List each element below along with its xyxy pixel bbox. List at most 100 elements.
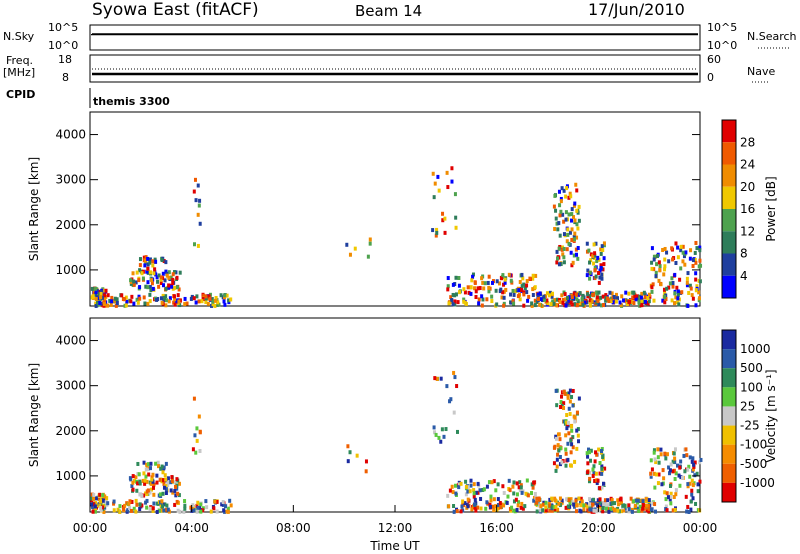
scatter-cell [199, 502, 203, 507]
scatter-cell [445, 384, 449, 389]
scatter-cell [502, 295, 506, 300]
scatter-cell [654, 270, 658, 275]
scatter-cell [556, 452, 560, 457]
scatter-cell [204, 300, 208, 305]
ytick-label: 3000 [55, 379, 86, 393]
scatter-cell [151, 506, 155, 511]
scatter-cell [687, 464, 691, 469]
scatter-cell [564, 210, 568, 215]
scatter-cell [502, 303, 506, 308]
scatter-cell [451, 292, 455, 297]
scatter-cell [90, 286, 94, 291]
scatter-cell [573, 218, 577, 223]
scatter-cell [566, 420, 570, 425]
scatter-cell [588, 300, 592, 305]
scatter-cell [636, 506, 640, 511]
scatter-cell [575, 303, 579, 308]
scatter-cell [555, 457, 559, 462]
scatter-cell [129, 508, 133, 513]
scatter-cell [162, 465, 166, 470]
scatter-cell [602, 481, 606, 486]
scatter-cell [676, 463, 680, 468]
scatter-cell [591, 467, 595, 472]
scatter-cell [548, 503, 552, 508]
scatter-cell [201, 297, 205, 302]
scatter-cell [522, 290, 526, 295]
scatter-cell [599, 247, 603, 252]
scatter-cell [609, 299, 613, 304]
scatter-cell [687, 290, 691, 295]
scatter-cell [531, 292, 535, 297]
scatter-cell [134, 280, 138, 285]
scatter-cell [575, 222, 579, 227]
scatter-cell [223, 295, 227, 300]
scatter-cell [641, 299, 645, 304]
scatter-cell [175, 477, 179, 482]
scatter-cell [454, 491, 458, 496]
scatter-cell [550, 294, 554, 299]
scatter-cell [130, 499, 134, 504]
scatter-cell [489, 494, 493, 499]
scatter-cell [135, 270, 139, 275]
scatter-cell [592, 242, 596, 247]
scatter-cell [453, 302, 457, 307]
scatter-cell [470, 507, 474, 512]
scatter-cell [693, 257, 697, 262]
scatter-cell [453, 375, 457, 380]
scatter-cell [161, 470, 165, 475]
scatter-cell [672, 468, 676, 473]
scatter-cell [533, 298, 537, 303]
colorbar-tick: 8 [740, 247, 748, 261]
scatter-cell [112, 499, 116, 504]
scatter-cell [557, 448, 561, 453]
scatter-cell [673, 272, 677, 277]
scatter-cell [175, 285, 179, 290]
scatter-cell [515, 492, 519, 497]
colorbar-frame [721, 329, 737, 503]
scatter-cell [162, 485, 166, 490]
scatter-cell [559, 262, 563, 267]
scatter-cell [518, 488, 522, 493]
scatter-cell [552, 461, 556, 466]
scatter-cell [101, 493, 105, 498]
scatter-cell [555, 464, 559, 469]
scatter-cell [154, 272, 158, 277]
scatter-cell [141, 478, 145, 483]
scatter-cell [498, 281, 502, 286]
scatter-cell [163, 473, 167, 478]
scatter-cell [600, 276, 604, 281]
colorbar-tick: 28 [740, 135, 755, 149]
scatter-cell [519, 485, 523, 490]
scatter-cell [568, 399, 572, 404]
scatter-cell [500, 295, 504, 300]
scatter-cell [499, 287, 503, 292]
scatter-cell [684, 250, 688, 255]
colorbar-swatch [722, 349, 736, 369]
scatter-cell [476, 490, 480, 495]
scatter-cell [610, 498, 614, 503]
scatter-cell [557, 221, 561, 226]
scatter-cell [600, 464, 604, 469]
scatter-cell [221, 500, 225, 505]
scatter-cell [134, 475, 138, 480]
scatter-cell [522, 303, 526, 308]
scatter-cell [213, 499, 217, 504]
scatter-cell [672, 494, 676, 499]
scatter-cell [228, 498, 232, 503]
scatter-cell [653, 502, 657, 507]
scatter-cell [197, 299, 201, 304]
scatter-cell [590, 299, 594, 304]
scatter-cell [175, 275, 179, 280]
scatter-cell [432, 425, 436, 430]
scatter-cell [195, 294, 199, 299]
scatter-cell [476, 481, 480, 486]
scatter-cell [614, 299, 618, 304]
scatter-cell [223, 293, 227, 298]
scatter-cell [489, 498, 493, 503]
scatter-cell [566, 296, 570, 301]
scatter-cell [664, 456, 668, 461]
scatter-cell [649, 474, 653, 479]
scatter-cell [576, 256, 580, 261]
scatter-cell [217, 302, 221, 307]
scatter-cell [647, 292, 651, 297]
